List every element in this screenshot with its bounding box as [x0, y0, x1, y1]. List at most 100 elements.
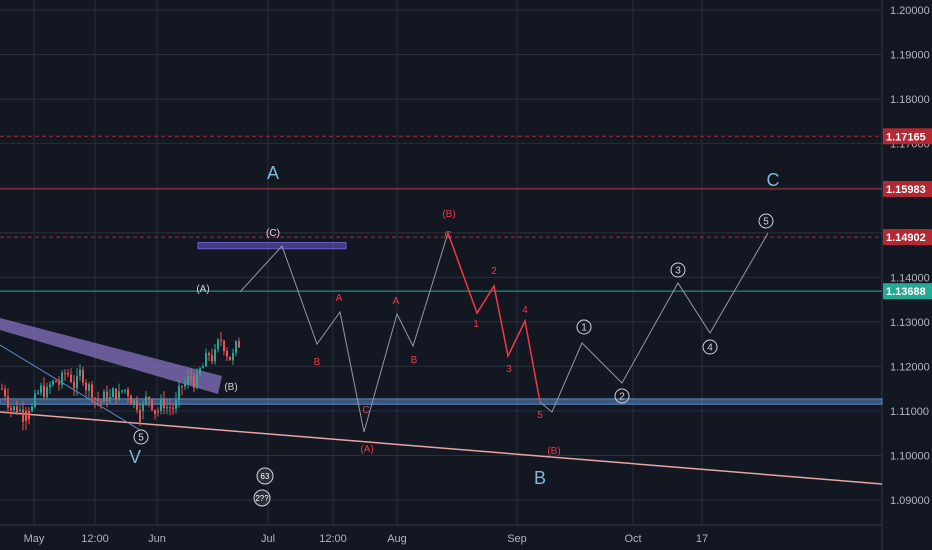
candle-body	[70, 374, 72, 383]
candle-body	[88, 384, 90, 391]
x-tick-label: Jun	[148, 533, 166, 545]
candle-body	[145, 396, 147, 404]
candle-body	[43, 385, 45, 398]
event-badge[interactable]	[253, 489, 271, 507]
trend-channel[interactable]	[0, 318, 222, 394]
candle-body	[52, 380, 54, 385]
candle-body	[163, 399, 165, 409]
candle-body	[196, 373, 198, 388]
candle-body	[121, 390, 123, 392]
candle-body	[94, 397, 96, 400]
price-level-value: 1.17165	[886, 131, 926, 143]
wave-circle-label: 4	[707, 343, 713, 354]
candle-body	[217, 339, 219, 350]
candle-body	[37, 392, 39, 394]
price-level-value: 1.15983	[886, 184, 926, 196]
trendline[interactable]	[0, 344, 141, 431]
candle-body	[19, 409, 21, 411]
wave-label-red: A	[336, 293, 343, 304]
candle-body	[112, 388, 114, 398]
candle-body	[160, 399, 162, 411]
candle-body	[214, 349, 216, 362]
wave-circle-label: 5	[138, 433, 144, 444]
event-badge[interactable]	[256, 467, 274, 485]
candle-body	[115, 388, 117, 400]
x-tick-label: Oct	[624, 533, 641, 545]
wave-label-white: (B)	[224, 382, 237, 393]
wave-circle	[702, 339, 718, 355]
candle-body	[7, 396, 9, 408]
candle-body	[40, 385, 42, 393]
wave-projection-red[interactable]	[447, 232, 541, 403]
y-tick-label: 1.11000	[890, 406, 929, 418]
candle-body	[139, 409, 141, 422]
candle-body	[97, 399, 99, 401]
candle-body	[28, 410, 30, 420]
candle-body	[193, 376, 195, 388]
wave-label-red: (B)	[547, 446, 560, 457]
support-zone[interactable]	[0, 398, 883, 405]
wave-label-red: 1	[473, 319, 479, 330]
x-tick-label: Jul	[261, 533, 275, 545]
candle-body	[148, 396, 150, 400]
x-tick-label: Sep	[507, 533, 527, 545]
wave-label-red: 5	[537, 410, 543, 421]
candle-body	[181, 385, 183, 387]
target-box[interactable]	[197, 242, 347, 250]
wave-circle	[133, 429, 149, 445]
wave-label-white: (A)	[196, 284, 209, 295]
wave-label-large: B	[534, 468, 546, 488]
wave-circle-label: 3	[675, 266, 681, 277]
candle-body	[142, 403, 144, 411]
candle-body	[67, 373, 69, 375]
wave-label-red: C	[444, 230, 451, 241]
candle-body	[91, 384, 93, 398]
candle-body	[205, 353, 207, 367]
candle-body	[100, 400, 102, 402]
wave-label-large: V	[129, 447, 141, 467]
candle-body	[34, 393, 36, 407]
candle-body	[85, 382, 87, 391]
wave-circle	[758, 213, 774, 229]
candle-body	[220, 339, 222, 341]
wave-label-red: (B)	[442, 209, 455, 220]
candle-body	[76, 376, 78, 389]
candle-body	[31, 406, 33, 411]
y-tick-label: 1.18000	[890, 94, 930, 106]
y-tick-label: 1.12000	[890, 361, 930, 373]
trendline[interactable]	[0, 411, 883, 485]
y-tick-label: 1.13000	[890, 317, 930, 329]
candle-body	[211, 355, 213, 362]
candle-body	[130, 395, 132, 405]
candle-body	[151, 399, 153, 410]
y-tick-label: 1.09000	[890, 495, 930, 507]
candle-body	[232, 352, 234, 361]
candle-body	[64, 372, 66, 374]
candle-body	[25, 410, 27, 422]
candle-body	[49, 384, 51, 388]
candle-body	[58, 382, 60, 385]
candle-body	[55, 380, 57, 383]
candle-body	[10, 407, 12, 411]
candle-body	[124, 389, 126, 391]
wave-circle	[576, 319, 592, 335]
wave-label-large: A	[267, 163, 279, 183]
candle-body	[4, 389, 6, 397]
candle-body	[175, 400, 177, 409]
x-tick-label: 17	[696, 533, 708, 545]
price-level-value: 1.14902	[886, 232, 926, 244]
wave-label-red: A	[393, 296, 400, 307]
candle-body	[187, 376, 189, 385]
wave-label-red: B	[411, 355, 418, 366]
candle-body	[154, 409, 156, 414]
candle-body	[136, 400, 138, 410]
price-level-tag	[883, 229, 932, 246]
wave-label-red: (A)	[360, 444, 373, 455]
price-level-value: 1.13688	[886, 286, 926, 298]
candle-body	[61, 372, 63, 385]
candle-body	[118, 391, 120, 400]
candle-body	[199, 368, 201, 374]
wave-circle-label: 1	[581, 323, 587, 334]
candle-body	[106, 391, 108, 402]
